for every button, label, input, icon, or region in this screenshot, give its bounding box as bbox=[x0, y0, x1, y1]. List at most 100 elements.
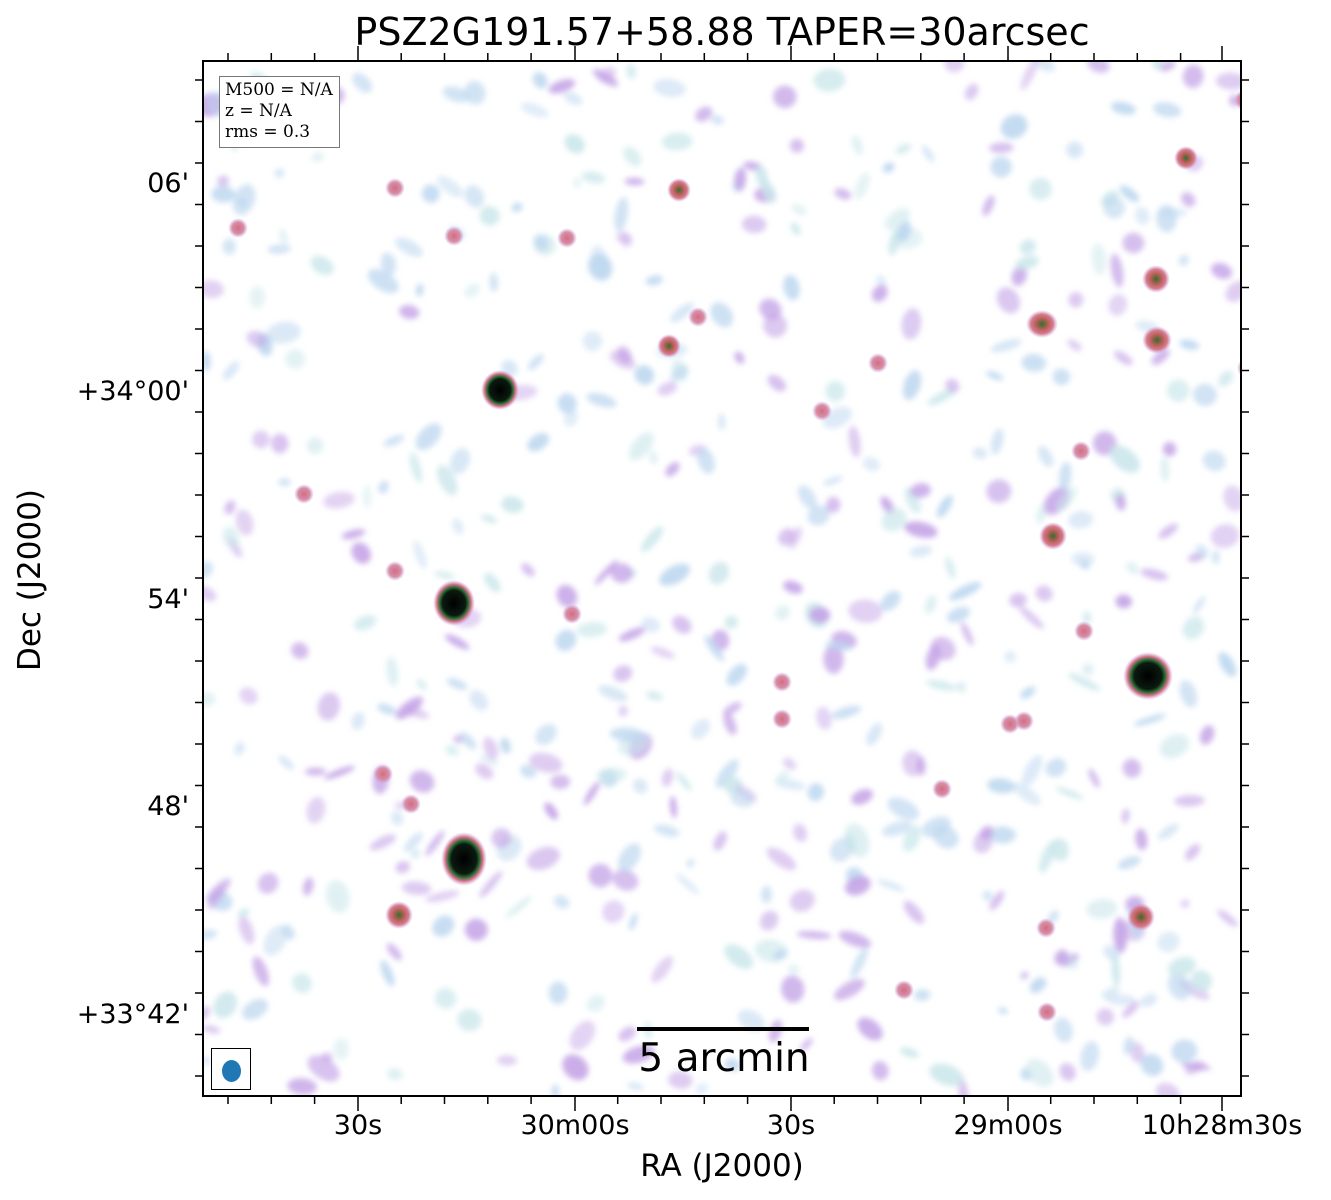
faint-source bbox=[1036, 918, 1056, 938]
noise-blob bbox=[844, 875, 871, 896]
noise-blob bbox=[1020, 686, 1036, 699]
noise-blob bbox=[555, 629, 577, 652]
noise-blob bbox=[204, 1006, 211, 1020]
noise-blob bbox=[1218, 652, 1237, 677]
noise-blob bbox=[617, 843, 642, 872]
noise-blob bbox=[791, 204, 807, 216]
noise-blob bbox=[586, 994, 605, 1012]
noise-blob bbox=[563, 409, 579, 427]
noise-blob bbox=[730, 790, 755, 808]
noise-blob bbox=[1157, 823, 1179, 840]
noise-blob bbox=[621, 235, 633, 247]
noise-blob bbox=[205, 878, 231, 903]
noise-blob bbox=[1133, 713, 1167, 727]
noise-blob bbox=[211, 185, 235, 203]
noise-blob bbox=[1019, 239, 1036, 255]
noise-blob bbox=[1068, 673, 1101, 691]
noise-blob bbox=[990, 156, 1012, 178]
noise-blob bbox=[881, 507, 907, 532]
noise-blob bbox=[1088, 768, 1100, 788]
noise-blob bbox=[665, 462, 680, 477]
noise-blob bbox=[1211, 262, 1233, 279]
noise-blob bbox=[395, 861, 411, 874]
noise-blob bbox=[1029, 62, 1055, 72]
noise-blob bbox=[834, 978, 865, 1001]
noise-blob bbox=[526, 846, 560, 870]
noise-blob bbox=[409, 770, 435, 793]
noise-blob bbox=[232, 184, 256, 216]
y-axis-label: Dec (J2000) bbox=[12, 488, 48, 672]
noise-blob bbox=[1202, 450, 1226, 472]
medium-source bbox=[1142, 326, 1172, 354]
noise-blob bbox=[1036, 504, 1047, 524]
noise-blob bbox=[550, 774, 571, 790]
noise-blob bbox=[1082, 663, 1094, 676]
noise-blob bbox=[982, 890, 993, 901]
noise-blob bbox=[904, 487, 921, 514]
noise-blob bbox=[948, 582, 982, 601]
noise-blob bbox=[217, 175, 230, 187]
noise-blob bbox=[1140, 993, 1158, 1008]
noise-blob bbox=[491, 828, 512, 848]
noise-blob bbox=[1103, 945, 1120, 961]
noise-blob bbox=[278, 478, 291, 486]
figure-title: PSZ2G191.57+58.88 TAPER=30arcsec bbox=[354, 10, 1090, 54]
noise-blob bbox=[592, 68, 619, 87]
noise-blob bbox=[723, 701, 742, 716]
noise-blob bbox=[723, 712, 737, 736]
radio-image-panel: M500 = N/A z = N/A rms = 0.3 5 arcmin bbox=[202, 60, 1242, 1097]
noise-blob bbox=[1182, 64, 1204, 89]
noise-blob bbox=[988, 826, 1016, 844]
noise-blob bbox=[501, 496, 524, 513]
noise-blob bbox=[436, 175, 464, 198]
noise-blob bbox=[1158, 207, 1188, 218]
noise-blob bbox=[851, 135, 863, 156]
noise-blob bbox=[238, 915, 255, 945]
noise-blob bbox=[618, 1026, 637, 1042]
noise-blob bbox=[241, 998, 269, 1020]
noise-blob bbox=[1218, 370, 1234, 387]
noise-blob bbox=[668, 1071, 693, 1089]
noise-blob bbox=[395, 696, 424, 720]
noise-layer bbox=[204, 62, 1240, 1095]
noise-blob bbox=[895, 143, 911, 155]
noise-blob bbox=[415, 283, 424, 297]
noise-blob bbox=[676, 772, 692, 791]
noise-blob bbox=[797, 485, 818, 510]
noise-blob bbox=[1190, 970, 1212, 992]
noise-blob bbox=[990, 428, 1004, 455]
noise-blob bbox=[246, 330, 268, 348]
noise-blob bbox=[1155, 1082, 1180, 1095]
noise-blob bbox=[483, 572, 501, 593]
noise-blob bbox=[980, 825, 994, 840]
faint-source bbox=[385, 561, 405, 581]
medium-source bbox=[667, 178, 691, 202]
y-tick-label: 06' bbox=[147, 168, 189, 199]
faint-source bbox=[1037, 1002, 1057, 1022]
noise-blob bbox=[527, 354, 544, 371]
faint-source bbox=[772, 709, 792, 729]
noise-blob bbox=[204, 585, 217, 602]
noise-blob bbox=[562, 1054, 589, 1081]
noise-blob bbox=[866, 722, 883, 746]
noise-blob bbox=[851, 789, 874, 805]
noise-blob bbox=[380, 252, 397, 275]
noise-blob bbox=[887, 797, 920, 820]
noise-blob bbox=[353, 615, 377, 631]
noise-blob bbox=[459, 732, 477, 750]
noise-blob bbox=[287, 1078, 317, 1095]
noise-blob bbox=[1037, 445, 1054, 468]
noise-blob bbox=[775, 771, 790, 784]
noise-blob bbox=[590, 245, 610, 281]
faint-source bbox=[772, 672, 792, 692]
noise-blob bbox=[715, 759, 739, 788]
noise-blob bbox=[1053, 1017, 1073, 1043]
noise-blob bbox=[1167, 956, 1196, 977]
noise-blob bbox=[548, 79, 576, 94]
noise-blob bbox=[789, 138, 804, 153]
noise-blob bbox=[496, 1055, 518, 1066]
noise-blob bbox=[292, 973, 312, 994]
noise-blob bbox=[1021, 755, 1043, 787]
noise-blob bbox=[612, 869, 639, 891]
noise-blob bbox=[1123, 1036, 1134, 1055]
